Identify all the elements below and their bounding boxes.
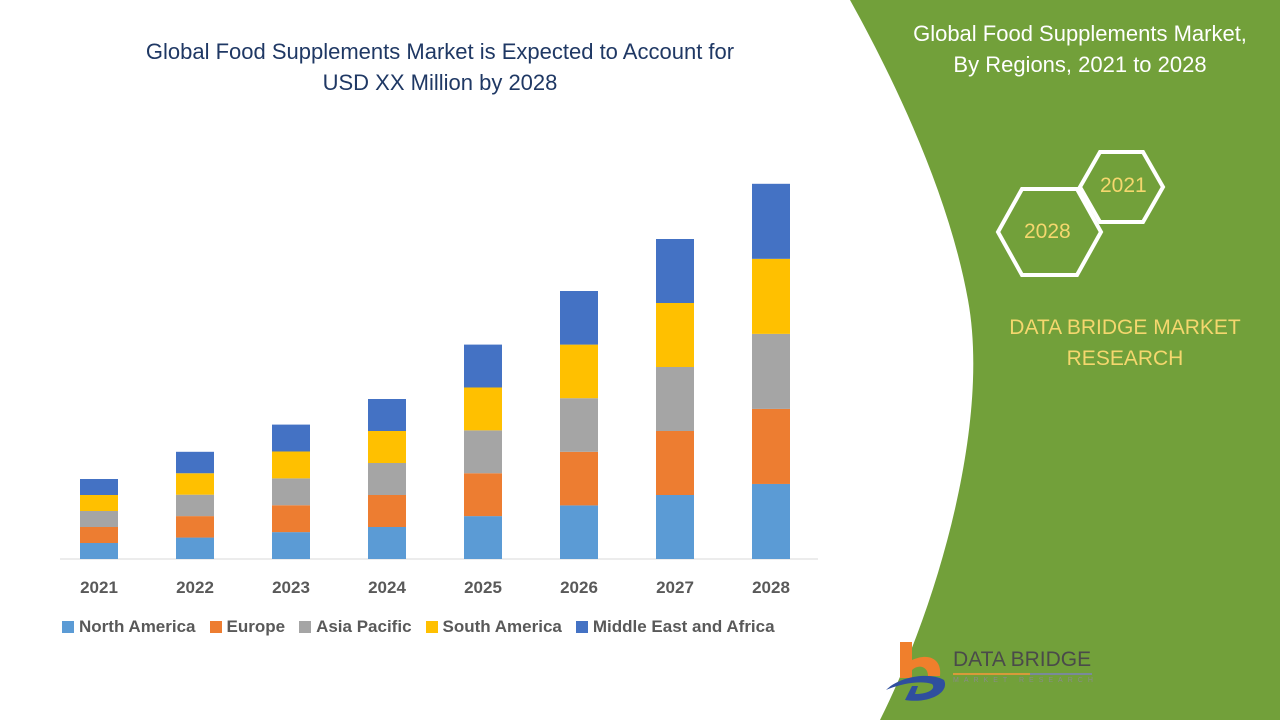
legend-item: South America xyxy=(425,617,562,637)
bar-segment-2024-europe xyxy=(368,495,406,527)
side-panel xyxy=(850,0,1280,720)
bar-segment-2024-north-america xyxy=(368,527,406,559)
x-tick-label: 2027 xyxy=(656,578,694,597)
bar-segment-2025-south-america xyxy=(464,387,502,431)
bar-segment-2021-europe xyxy=(80,527,118,543)
legend-item: Europe xyxy=(209,617,286,637)
bar-segment-2025-asia-pacific xyxy=(464,430,502,474)
bar-segment-2024-asia-pacific xyxy=(368,463,406,495)
x-tick-label: 2022 xyxy=(176,578,214,597)
logo-subtext: MARKET RESEARCH xyxy=(953,677,1098,684)
bar-segment-2025-europe xyxy=(464,473,502,517)
x-tick-label: 2028 xyxy=(752,578,790,597)
bar-segment-2023-europe xyxy=(272,505,310,533)
bar-segment-2021-south-america xyxy=(80,495,118,511)
hex-label-2028: 2028 xyxy=(1024,220,1071,243)
bar-segment-2023-south-america xyxy=(272,451,310,479)
side-title-line-1: Global Food Supplements Market, xyxy=(913,21,1247,46)
legend-item: Asia Pacific xyxy=(299,617,412,637)
chart-title: Global Food Supplements Market is Expect… xyxy=(90,36,790,98)
bars xyxy=(80,183,790,559)
bar-segment-2021-asia-pacific xyxy=(80,511,118,527)
bar-segment-2023-middle-east-and-africa xyxy=(272,424,310,452)
bar-segment-2028-south-america xyxy=(752,258,790,334)
x-tick-label: 2025 xyxy=(464,578,502,597)
bar-segment-2026-north-america xyxy=(560,505,598,559)
brand-line-2: RESEARCH xyxy=(1066,347,1184,370)
legend-label: North America xyxy=(79,617,196,636)
x-tick-labels: 2021 2022 2023 2024 2025 2026 2027 2028 xyxy=(80,578,790,597)
bar-segment-2026-middle-east-and-africa xyxy=(560,291,598,345)
bar-segment-2024-south-america xyxy=(368,431,406,463)
bar-segment-2028-middle-east-and-africa xyxy=(752,183,790,259)
legend-label: Middle East and Africa xyxy=(592,617,775,636)
bar-segment-2028-asia-pacific xyxy=(752,333,790,409)
x-tick-label: 2023 xyxy=(272,578,310,597)
legend-item: Middle East and Africa xyxy=(575,617,775,637)
bar-segment-2026-asia-pacific xyxy=(560,398,598,452)
hexagon-2028 xyxy=(995,187,1104,277)
bar-segment-2026-europe xyxy=(560,451,598,506)
legend-label: Europe xyxy=(226,617,286,636)
legend-item: North America xyxy=(62,617,196,637)
bar-segment-2028-north-america xyxy=(752,483,790,559)
x-tick-label: 2026 xyxy=(560,578,598,597)
bar-segment-2025-middle-east-and-africa xyxy=(464,344,502,388)
bar-segment-2027-asia-pacific xyxy=(656,367,694,431)
bar-segment-2022-north-america xyxy=(176,537,214,559)
legend-swatch xyxy=(575,621,588,633)
bar-segment-2027-middle-east-and-africa xyxy=(656,239,694,303)
bar-segment-2028-europe xyxy=(752,408,790,484)
hexagon-2021 xyxy=(1077,150,1166,224)
bar-segment-2027-south-america xyxy=(656,303,694,367)
legend-swatch xyxy=(62,621,74,633)
hex-label-2021: 2021 xyxy=(1100,174,1147,197)
side-title-line-2: By Regions, 2021 to 2028 xyxy=(953,52,1207,77)
bar-segment-2022-asia-pacific xyxy=(176,494,214,517)
bar-segment-2024-middle-east-and-africa xyxy=(368,399,406,431)
legend-label: South America xyxy=(442,617,562,636)
logo-text: DATA BRIDGE xyxy=(953,648,1092,671)
bar-segment-2021-middle-east-and-africa xyxy=(80,479,118,495)
bar-segment-2022-south-america xyxy=(176,473,214,495)
legend-swatch xyxy=(299,621,312,633)
logo-icon xyxy=(886,642,946,701)
legend-label: Asia Pacific xyxy=(316,617,412,636)
bar-segment-2023-asia-pacific xyxy=(272,478,310,506)
bar-segment-2021-north-america xyxy=(80,543,118,559)
brand-text: DATA BRIDGE MARKET RESEARCH xyxy=(990,312,1260,374)
legend: North America Europe Asia Pacific South Ame… xyxy=(62,617,775,637)
x-tick-label: 2021 xyxy=(80,578,118,597)
bar-segment-2027-north-america xyxy=(656,495,694,559)
bar-segment-2022-europe xyxy=(176,516,214,538)
side-panel-title: Global Food Supplements Market, By Regio… xyxy=(880,18,1280,80)
legend-swatch xyxy=(209,621,222,633)
bar-segment-2022-middle-east-and-africa xyxy=(176,451,214,474)
x-tick-label: 2024 xyxy=(368,578,406,597)
bar-segment-2026-south-america xyxy=(560,344,598,399)
legend-swatch xyxy=(425,621,438,633)
title-line-1: Global Food Supplements Market is Expect… xyxy=(145,39,735,64)
bar-segment-2023-north-america xyxy=(272,532,310,559)
brand-line-1: DATA BRIDGE MARKET xyxy=(1009,316,1241,339)
bar-segment-2025-north-america xyxy=(464,516,502,559)
title-line-2: USD XX Million by 2028 xyxy=(322,70,558,95)
bar-segment-2027-europe xyxy=(656,431,694,495)
